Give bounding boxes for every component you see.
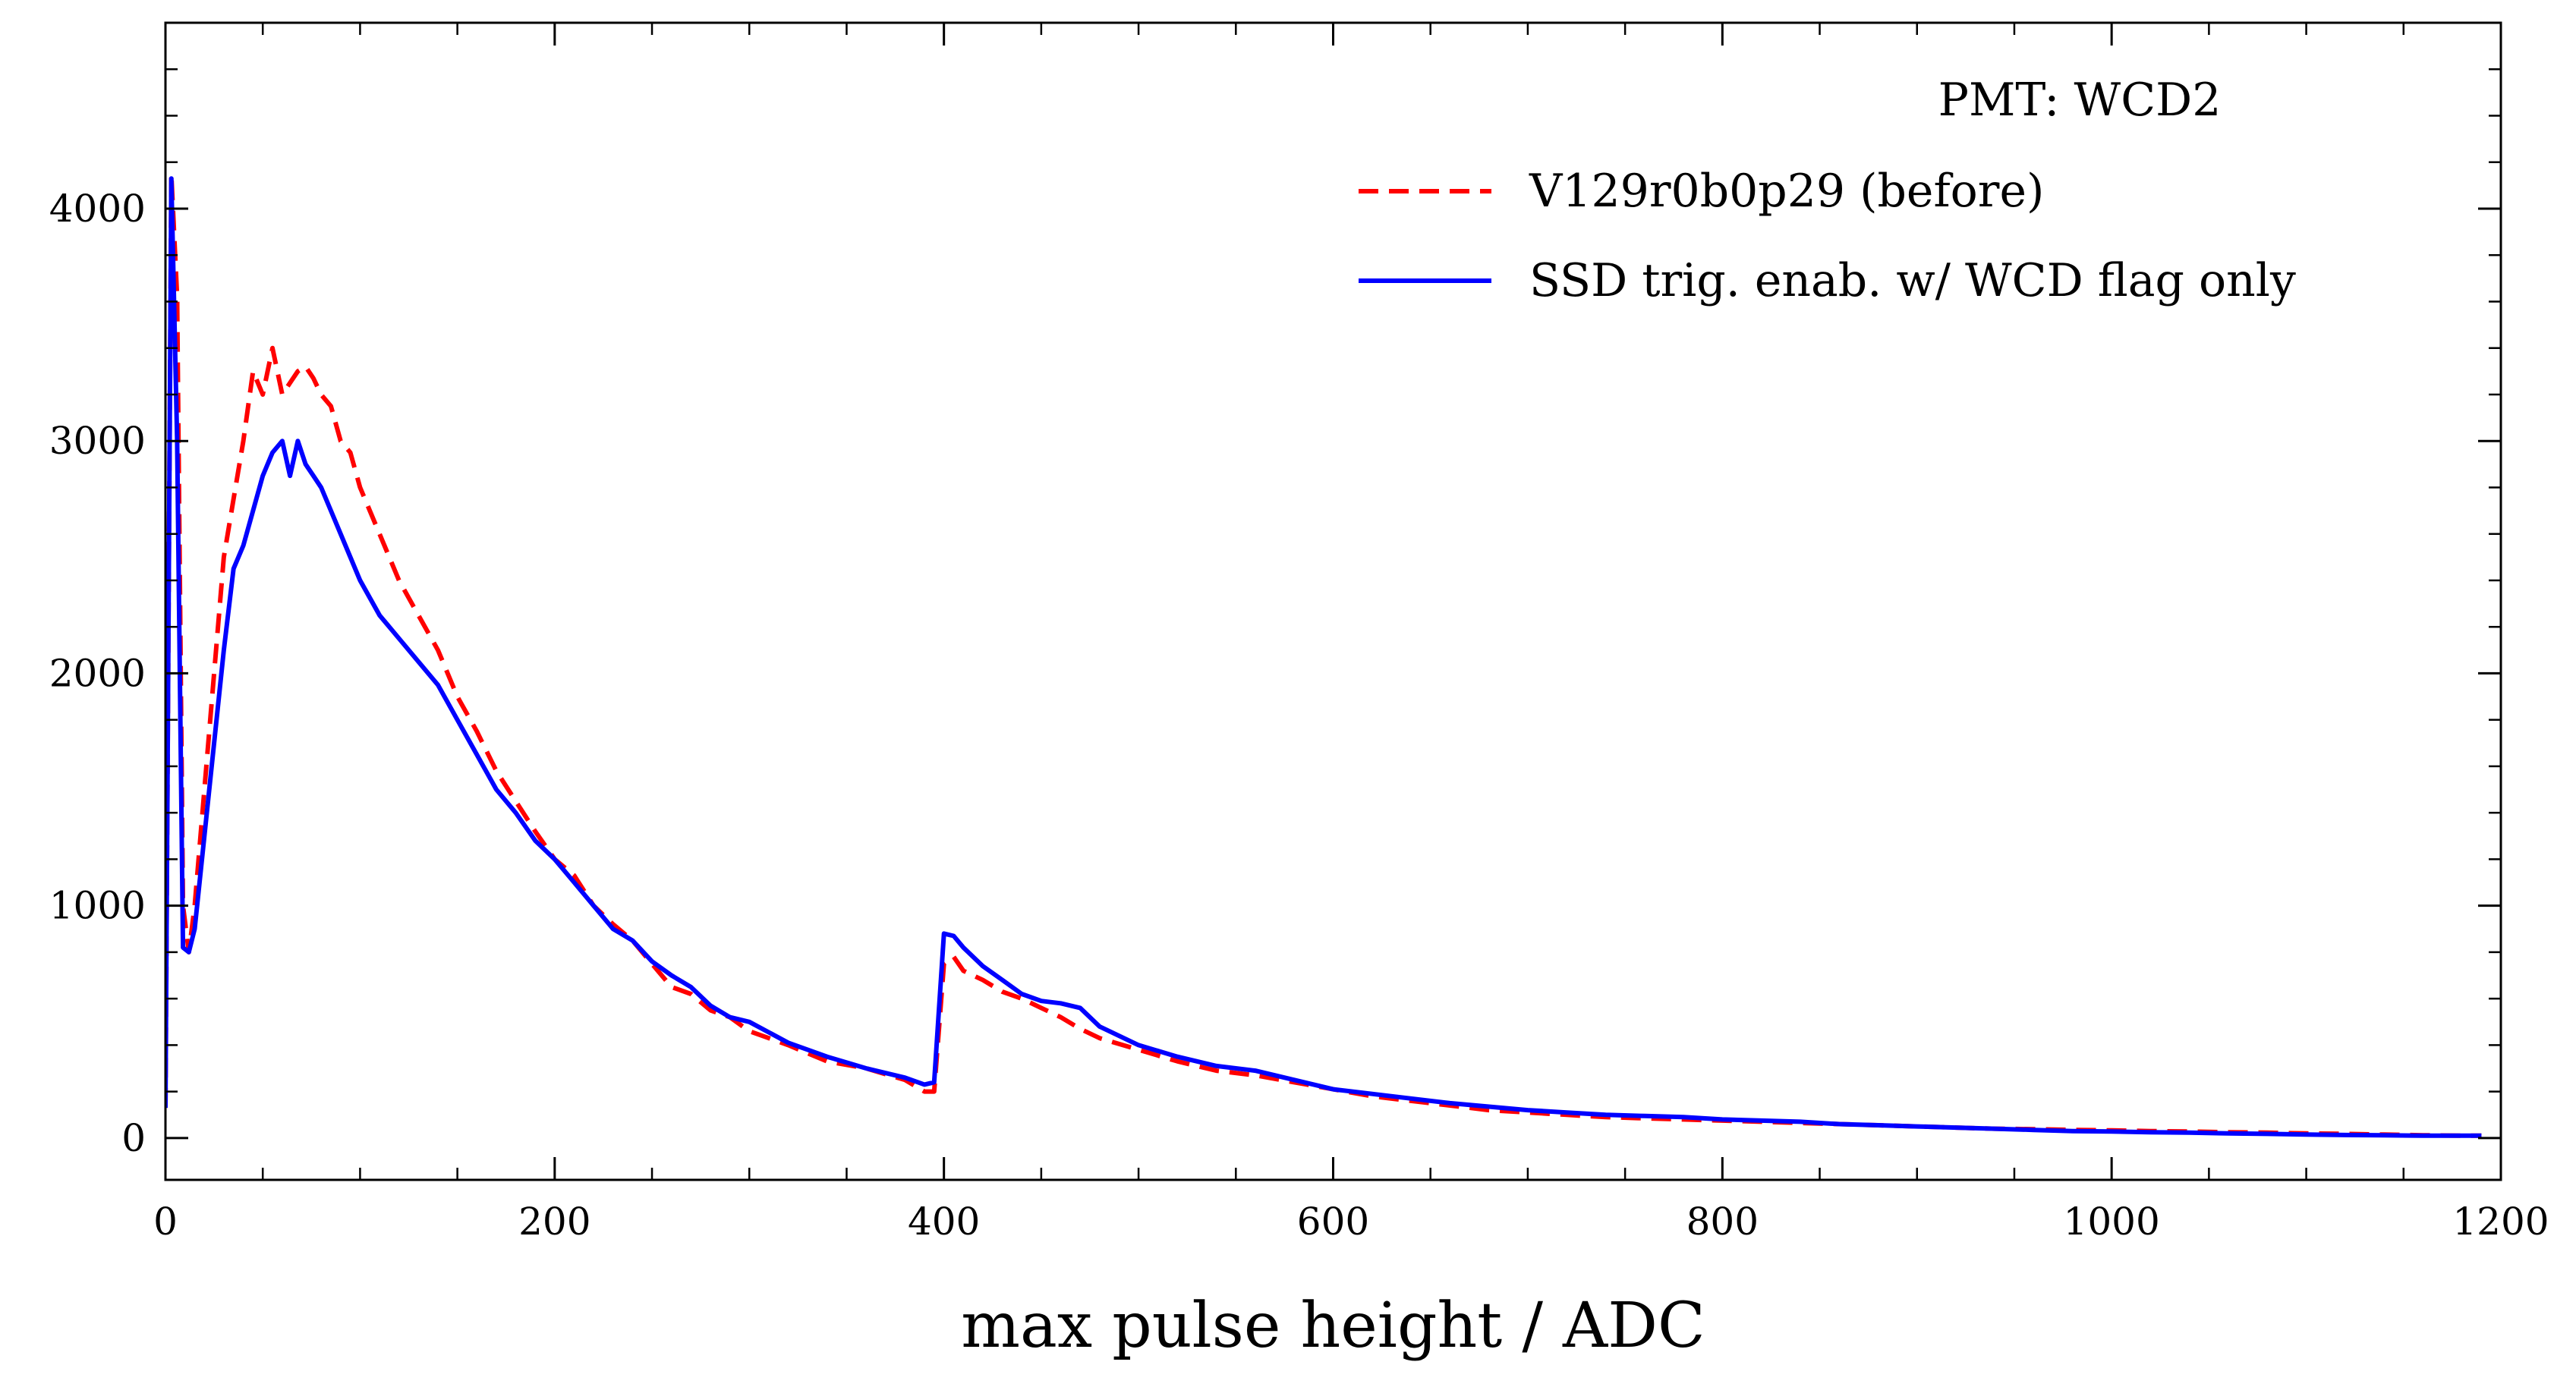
x-tick-label: 1000 — [2064, 1200, 2160, 1244]
legend-label-before: V129r0b0p29 (before) — [1529, 165, 2044, 218]
x-tick-label: 0 — [153, 1200, 178, 1244]
legend-label-ssd-trig: SSD trig. enab. w/ WCD flag only — [1529, 254, 2296, 307]
series-line-ssd-trig — [165, 176, 2482, 1138]
y-tick-label: 2000 — [49, 651, 146, 695]
plot-frame — [164, 21, 2502, 1181]
tick-labels-layer: 0 200 400 600 800 1000 1200 0 1000 2000 3000 4000 — [49, 187, 2549, 1244]
y-tick-label: 3000 — [49, 419, 146, 463]
x-axis-title: max pulse height / ADC — [961, 1290, 1705, 1362]
y-tick-label: 0 — [121, 1116, 146, 1160]
y-tick-label: 4000 — [49, 187, 146, 231]
legend-title: PMT: WCD2 — [1938, 74, 2222, 127]
series-layer — [165, 171, 2482, 1138]
x-tick-label: 600 — [1297, 1200, 1369, 1244]
y-tick-label: 1000 — [49, 884, 146, 928]
legend: PMT: WCD2 V129r0b0p29 (before) SSD trig.… — [1359, 74, 2296, 307]
x-tick-label: 800 — [1686, 1200, 1759, 1244]
x-tick-label: 400 — [908, 1200, 980, 1244]
series-line-before — [165, 171, 2482, 1138]
x-tick-label: 200 — [518, 1200, 590, 1244]
x-tick-label: 1200 — [2452, 1200, 2549, 1244]
